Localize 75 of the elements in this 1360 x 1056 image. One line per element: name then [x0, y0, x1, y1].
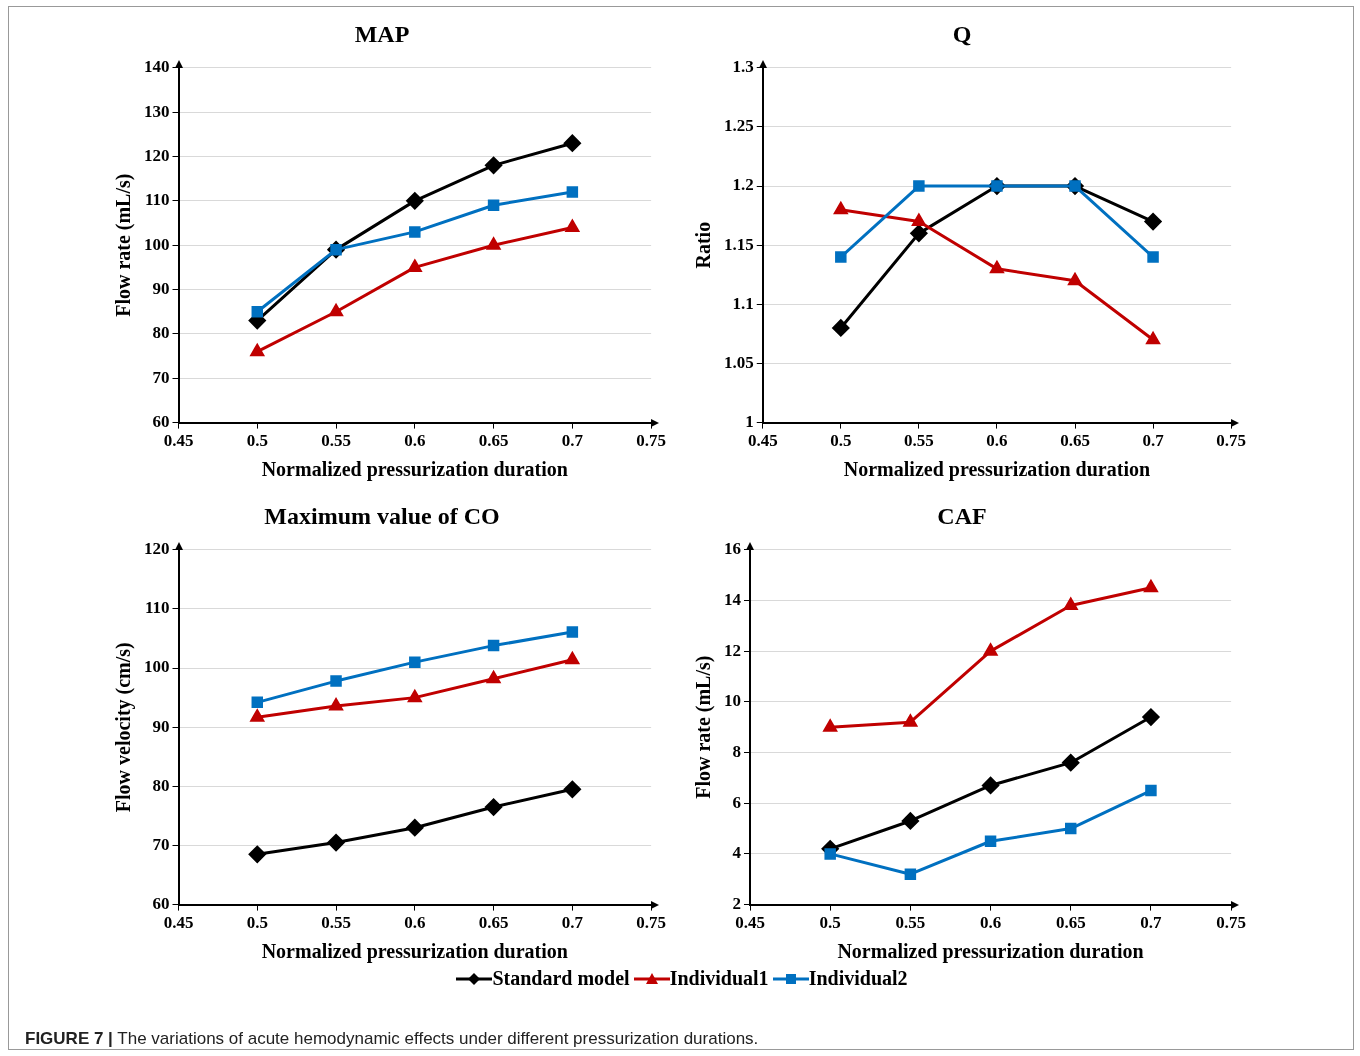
legend-label: Individual1 [669, 967, 769, 990]
y-tick-label: 110 [144, 598, 170, 618]
y-tick-label: 4 [732, 843, 742, 863]
y-tick-label: 6 [732, 792, 741, 812]
x-tick-label: 0.45 [163, 431, 194, 451]
x-tick-label: 0.7 [561, 431, 584, 451]
x-tick-label: 0.55 [904, 431, 934, 451]
x-tick-label: 0.6 [986, 431, 1008, 451]
x-tick-label: 0.7 [561, 913, 584, 933]
y-tick-label: 100 [144, 234, 170, 254]
y-tick-label: 14 [724, 589, 742, 609]
x-tick-label: 0.75 [1216, 431, 1246, 451]
y-tick-label: 1.3 [732, 57, 754, 77]
x-tick-label: 0.55 [321, 431, 351, 451]
y-tick-label: 1.25 [724, 116, 754, 136]
y-axis-title: Flow rate (mL/s) [692, 655, 716, 799]
y-axis-title: Flow rate (mL/s) [112, 173, 136, 317]
caption: FIGURE 7 | The variations of acute hemodynamic effects under different pressurization durations. [25, 1029, 759, 1049]
x-tick-label: 0.45 [735, 913, 765, 933]
y-tick-label: 12 [724, 640, 741, 660]
x-axis-title: Normalized pressurization duration [261, 458, 568, 482]
x-tick-label: 0.65 [1060, 431, 1090, 451]
y-tick-label: 2 [732, 893, 741, 913]
y-tick-label: 80 [152, 323, 170, 343]
x-tick-label: 0.75 [1216, 913, 1246, 933]
y-tick-label: 60 [152, 411, 170, 431]
x-tick-label: 0.7 [1142, 431, 1165, 451]
legend-label: Standard model [492, 967, 630, 990]
y-tick-label: 70 [152, 834, 170, 854]
y-tick-label: 90 [152, 716, 170, 736]
y-tick-label: 140 [144, 57, 170, 77]
x-tick-label: 0.55 [321, 913, 351, 933]
x-tick-label: 0.6 [404, 913, 426, 933]
x-tick-label: 0.5 [830, 431, 852, 451]
y-tick-label: 60 [152, 893, 170, 913]
y-tick-label: 130 [144, 101, 170, 121]
chart-title: Q [952, 20, 972, 47]
x-tick-label: 0.45 [163, 913, 194, 933]
x-tick-label: 0.6 [404, 431, 426, 451]
y-tick-label: 120 [144, 145, 170, 165]
y-tick-label: 70 [152, 367, 170, 387]
x-axis-title: Normalized pressurization duration [261, 940, 568, 964]
y-tick-label: 8 [732, 741, 741, 761]
x-tick-label: 0.65 [478, 913, 509, 933]
y-tick-label: 90 [152, 278, 170, 298]
x-tick-label: 0.75 [636, 913, 666, 933]
x-tick-label: 0.6 [979, 913, 1002, 933]
x-tick-label: 0.5 [819, 913, 841, 933]
chart-title: MAP [354, 20, 410, 47]
y-tick-label: 80 [152, 775, 170, 795]
chart-title: Maximum value of CO [264, 502, 500, 529]
legend-label: Individual2 [808, 967, 908, 990]
chart-title: CAF [937, 502, 987, 529]
x-tick-label: 0.7 [1140, 913, 1163, 933]
x-axis-title: Normalized pressurization duration [837, 940, 1144, 964]
y-tick-label: 10 [724, 691, 741, 711]
x-tick-label: 0.65 [1055, 913, 1086, 933]
y-axis-title: Ratio [692, 221, 715, 269]
y-tick-label: 100 [144, 657, 170, 677]
y-tick-label: 1.05 [724, 352, 754, 372]
x-tick-label: 0.65 [478, 431, 509, 451]
y-tick-label: 1.1 [732, 293, 754, 313]
y-tick-label: 120 [144, 539, 170, 559]
x-tick-label: 0.45 [747, 431, 778, 451]
x-tick-label: 0.5 [246, 913, 268, 933]
x-tick-label: 0.5 [246, 431, 268, 451]
y-tick-label: 110 [144, 190, 170, 210]
x-axis-title: Normalized pressurization duration [843, 458, 1151, 482]
x-tick-label: 0.75 [636, 431, 666, 451]
y-tick-label: 1.15 [724, 234, 754, 254]
y-axis-title: Flow velocity (cm/s) [112, 642, 136, 813]
y-tick-label: 16 [724, 539, 741, 559]
y-tick-label: 1.2 [732, 175, 754, 195]
y-tick-label: 1 [745, 411, 754, 431]
x-tick-label: 0.55 [895, 913, 926, 933]
